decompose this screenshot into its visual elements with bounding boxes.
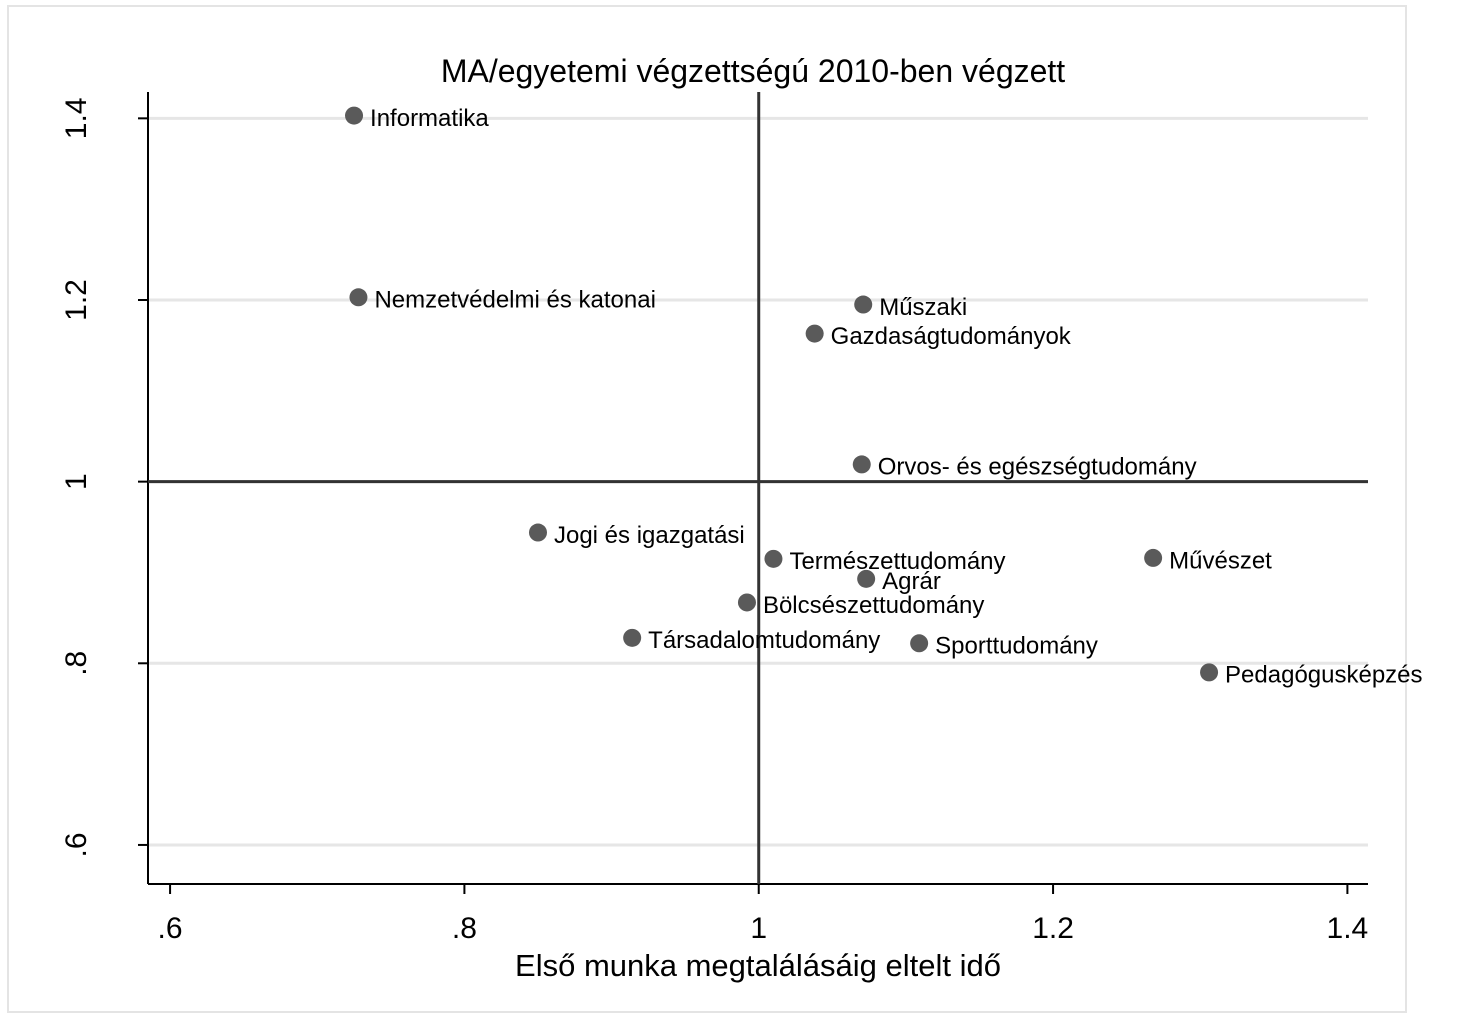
point-label: Informatika [370, 105, 489, 132]
point-label: Agrár [882, 568, 941, 595]
point-label: Sporttudomány [935, 633, 1098, 660]
point [764, 549, 783, 568]
point [1200, 663, 1219, 682]
chart-title: MA/egyetemi végzettségú 2010-ben végzett [441, 53, 1065, 89]
y-tick-label: .6 [60, 832, 93, 857]
point [345, 106, 364, 125]
y-tick-label: 1.2 [60, 279, 93, 321]
point-label: Nemzetvédelmi és katonai [374, 287, 655, 314]
point [528, 523, 547, 542]
point [805, 324, 824, 343]
point [852, 455, 871, 474]
point [857, 569, 876, 588]
point [737, 593, 756, 612]
x-tick-label: 1 [750, 912, 767, 945]
y-tick-label: 1.4 [60, 97, 93, 139]
point-label: Gazdaságtudományok [831, 323, 1072, 350]
point [854, 295, 873, 314]
x-tick-label: .8 [452, 912, 477, 945]
point-label: Művészet [1169, 547, 1272, 574]
x-axis-title: Első munka megtalálásáig eltelt idő [515, 948, 1001, 983]
point-label: Természettudomány [789, 548, 1005, 575]
point-label: Társadalomtudomány [648, 627, 880, 654]
point [1144, 548, 1163, 567]
point-label: Bölcsészettudomány [763, 592, 984, 619]
point-label: Jogi és igazgatási [554, 522, 745, 549]
point-label: Műszaki [879, 294, 967, 321]
point-label: Orvos- és egészségtudomány [878, 454, 1197, 481]
x-tick-label: .6 [158, 912, 183, 945]
point [349, 288, 368, 307]
point [623, 628, 642, 647]
point [910, 634, 929, 653]
y-tick-label: 1 [60, 473, 93, 490]
y-tick-label: .8 [60, 651, 93, 676]
frame [7, 5, 1407, 1013]
x-tick-label: 1.4 [1327, 912, 1369, 945]
point-label: Pedagógusképzés [1225, 662, 1422, 689]
x-tick-label: 1.2 [1032, 912, 1074, 945]
